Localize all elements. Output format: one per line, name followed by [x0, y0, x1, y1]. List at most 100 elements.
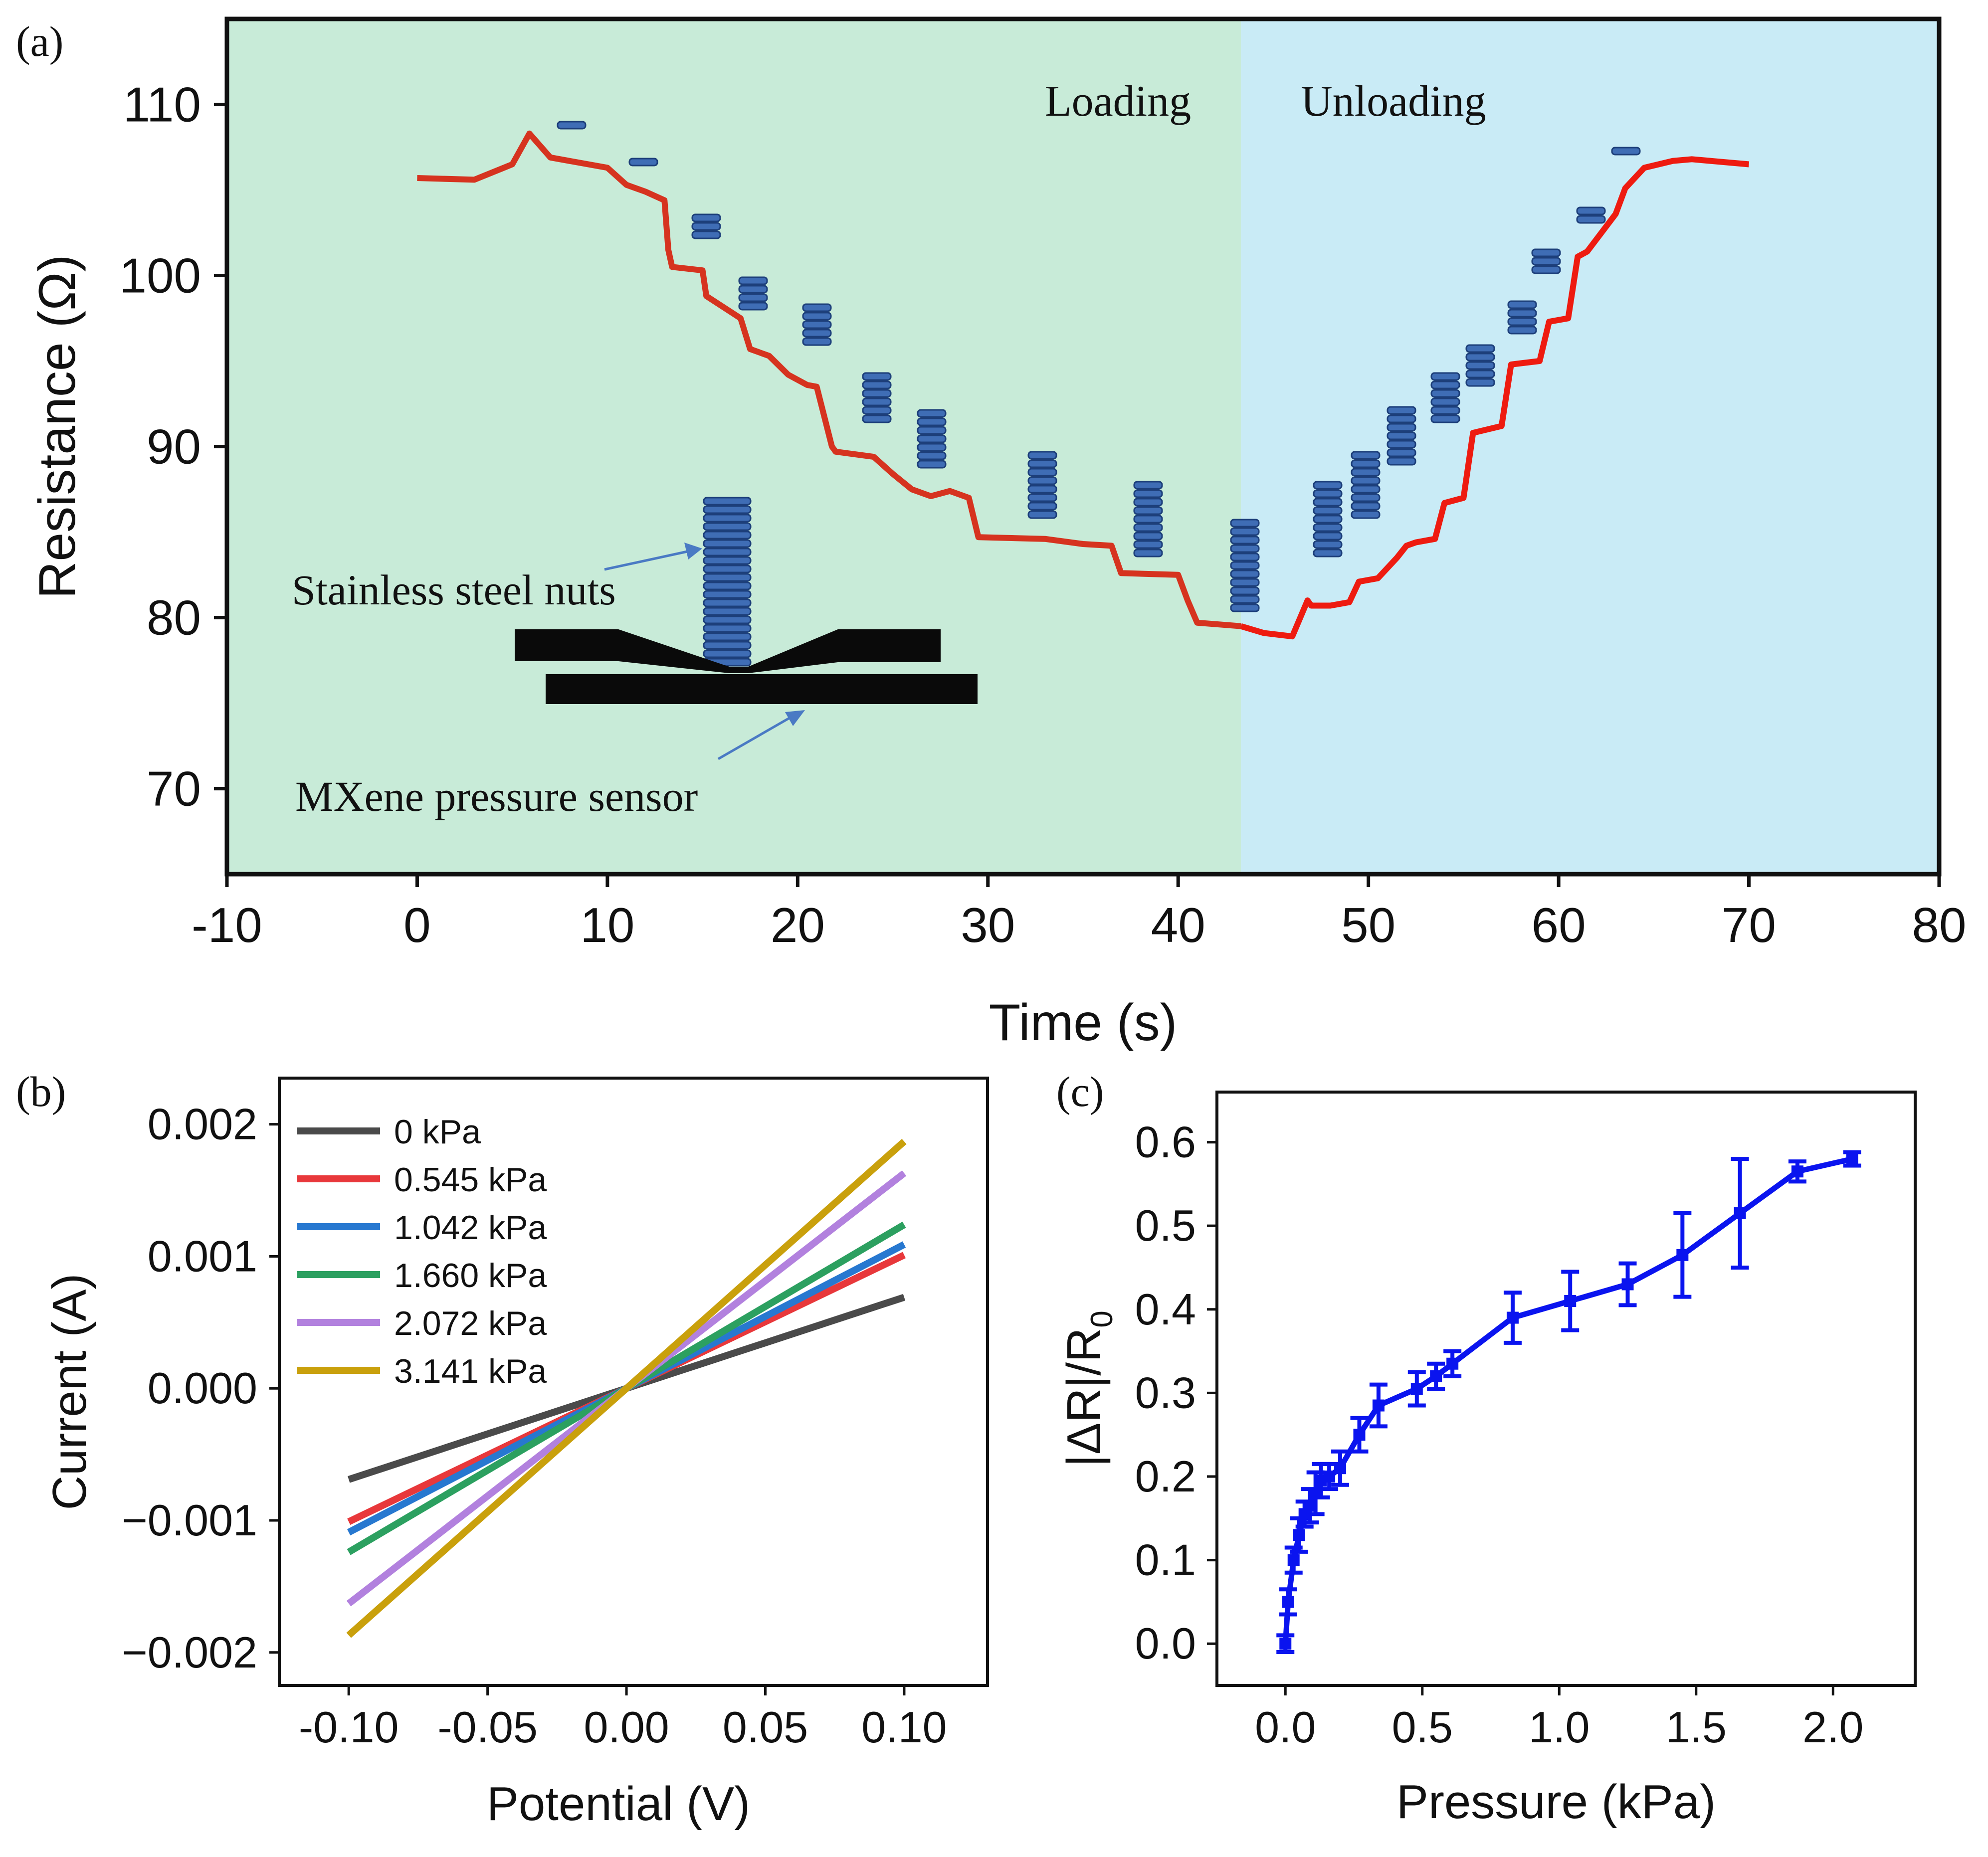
sensor-arrow-line [717, 716, 792, 760]
nut-icon [1465, 378, 1495, 387]
nut-icon [862, 372, 892, 381]
nut-icon [1133, 523, 1163, 532]
nut-stack-15 [1465, 344, 1495, 387]
data-point [1372, 1399, 1385, 1412]
nut-icon [703, 497, 752, 506]
y-tick-label: 0.000 [148, 1363, 257, 1413]
data-point [1334, 1462, 1347, 1475]
nut-icon [1230, 519, 1260, 528]
nut-icon [738, 302, 768, 311]
y-tick-label: 0.0 [1135, 1619, 1196, 1668]
nut-icon [1351, 451, 1381, 460]
x-axis-title: Time (s) [989, 994, 1177, 1052]
legend-label-2: 0.545 kPa [394, 1161, 547, 1199]
x-tick-label: 80 [1912, 898, 1966, 952]
x-tick-label: 2.0 [1802, 1702, 1863, 1752]
x-tick-label: -0.10 [299, 1702, 399, 1752]
nut-stack-19 [1611, 147, 1641, 156]
nut-icon [1133, 506, 1163, 515]
nut-stack-10 [1230, 519, 1260, 612]
nut-icon [1387, 414, 1416, 423]
y-tick-label: 0.1 [1135, 1535, 1196, 1585]
nut-icon [1387, 457, 1416, 466]
nut-icon [1027, 468, 1057, 477]
sensor-base-shape [546, 674, 978, 704]
nut-icon [1230, 527, 1260, 536]
y-tick-label: 0.3 [1135, 1368, 1196, 1417]
sensitivity-line [1282, 1156, 1853, 1644]
nut-icon [691, 222, 721, 231]
nut-stack-3 [691, 213, 721, 239]
nut-icon [703, 581, 752, 590]
x-tick-label: -0.05 [437, 1702, 538, 1752]
nut-icon [862, 389, 892, 398]
x-tick-label: 10 [580, 898, 634, 952]
data-point [1846, 1153, 1858, 1165]
x-tick-label: 1.0 [1529, 1702, 1590, 1752]
nut-icon [1313, 506, 1343, 515]
nut-icon [1387, 423, 1416, 432]
y-tick-label: 0.6 [1135, 1117, 1196, 1167]
nut-icon [1507, 326, 1537, 335]
nut-icon [1387, 440, 1416, 449]
annotation-nuts-label: Stainless steel nuts [292, 566, 616, 614]
plot-background [1217, 1092, 1915, 1685]
nut-icon [917, 460, 947, 469]
nut-icon [1133, 489, 1163, 498]
x-tick-label: -10 [192, 898, 262, 952]
loading-trace [417, 130, 1241, 629]
data-point [1676, 1249, 1689, 1261]
nut-icon [703, 632, 752, 641]
nut-icon [703, 564, 752, 573]
x-tick-label: 0.10 [861, 1702, 947, 1752]
nut-icon [1465, 344, 1495, 353]
y-tick-label: 0.002 [148, 1100, 257, 1149]
plot-frame [1215, 1091, 1917, 1687]
nut-icon [703, 598, 752, 607]
nut-icon [703, 624, 752, 633]
nut-icon [1027, 459, 1057, 468]
data-point [1287, 1554, 1300, 1566]
y-axis-title: Resistance (Ω) [28, 254, 86, 598]
nut-icon [917, 434, 947, 443]
data-point [1293, 1529, 1305, 1541]
nut-icon [703, 573, 752, 582]
panel-label-c: (c) [1056, 1068, 1104, 1115]
nut-icon [802, 312, 832, 321]
nut-stack-14 [1430, 372, 1460, 423]
x-tick-label: 1.5 [1666, 1702, 1727, 1752]
nut-stack-4 [738, 276, 768, 311]
data-point [1621, 1278, 1634, 1291]
x-tick-label: 70 [1722, 898, 1776, 952]
nut-icon [1133, 515, 1163, 524]
nut-icon [1313, 549, 1343, 557]
nut-icon [802, 320, 832, 329]
nut-icon [703, 641, 752, 650]
nut-icon [738, 276, 768, 285]
nut-stack-12 [1351, 451, 1381, 519]
y-tick-label: 90 [147, 419, 201, 474]
nut-icon [1230, 578, 1260, 587]
y-axis-title: Current (A) [43, 1274, 96, 1510]
data-point [1282, 1596, 1294, 1608]
data-point [1734, 1207, 1746, 1220]
panel-c: 0.0 0.5 1.0 1.5 2.0 0.0 0.1 0.2 0.3 0.4 0.5 0.6 Pres… [1056, 1068, 1917, 1829]
nut-icon [1531, 257, 1561, 266]
nut-icon [1230, 561, 1260, 570]
x-tick-label: 30 [961, 898, 1015, 952]
nut-icon [1531, 248, 1561, 257]
nut-icon [802, 329, 832, 338]
nut-stack-5 [802, 303, 832, 346]
nut-icon [1230, 536, 1260, 545]
nut-stack-7 [917, 409, 947, 469]
data-point [1410, 1383, 1423, 1395]
nut-icon [1531, 265, 1561, 274]
nut-icon [703, 539, 752, 548]
x-tick-label: 0.5 [1392, 1702, 1453, 1752]
nut-stack-17 [1531, 248, 1561, 274]
nut-icon [862, 406, 892, 415]
nut-stack-6 [862, 372, 892, 423]
nut-icon [1027, 493, 1057, 502]
nut-stack-2 [628, 158, 658, 167]
